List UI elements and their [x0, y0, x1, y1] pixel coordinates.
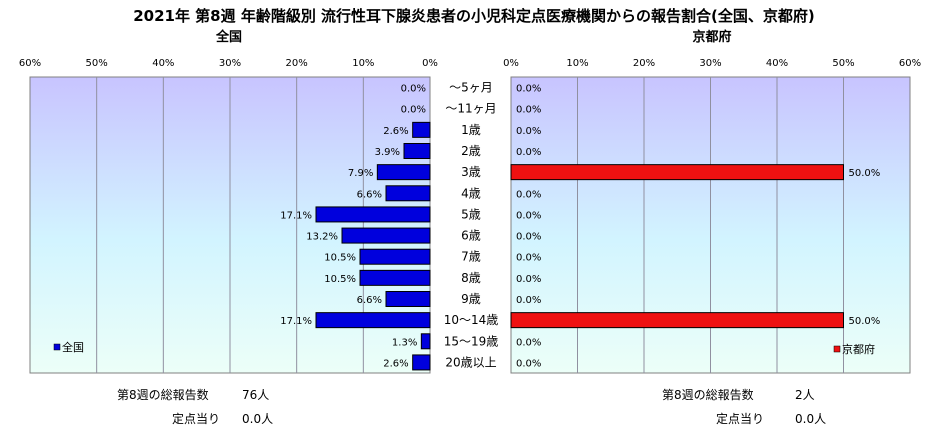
tick-label: 30% [219, 58, 241, 69]
tick-label: 60% [899, 58, 921, 69]
value-label: 7.9% [348, 168, 373, 179]
bar-national [385, 185, 431, 202]
value-label: 0.0% [516, 295, 541, 306]
value-label: 2.6% [383, 126, 408, 137]
national-per-site-value: 0.0人 [242, 412, 274, 426]
value-label: 2.6% [383, 358, 408, 369]
legend-label: 京都府 [842, 342, 875, 356]
category-label: 4歳 [461, 186, 481, 200]
bar-national [376, 164, 431, 181]
subtitle-national: 全国 [215, 29, 242, 45]
category-label: 7歳 [461, 250, 481, 264]
value-label: 1.3% [392, 337, 417, 348]
category-label: 6歳 [461, 229, 481, 243]
national-per-site-label: 定点当り [172, 412, 221, 426]
tick-label: 10% [352, 58, 374, 69]
value-label: 0.0% [516, 253, 541, 264]
value-label: 6.6% [357, 189, 382, 200]
value-label: 0.0% [516, 274, 541, 285]
value-label: 0.0% [516, 189, 541, 200]
tick-label: 50% [832, 58, 854, 69]
tick-label: 30% [699, 58, 721, 69]
category-label: 5歳 [461, 207, 481, 221]
bar-national [420, 333, 431, 350]
bar-national [315, 206, 431, 223]
category-label: 15～19歳 [444, 334, 499, 348]
category-label: 2歳 [461, 144, 481, 158]
bar-national [341, 227, 431, 244]
value-labels: 0.0% 0.0% 2.6% 3.9%7.9% 6.6% 17.1% 13.2% 10.5% 1… [280, 84, 880, 370]
bar-national [385, 291, 431, 307]
bar-national [403, 143, 431, 159]
value-label: 0.0% [516, 147, 541, 158]
chart-title: 2021年 第8週 年齢階級別 流行性耳下腺炎患者の小児科定点医療機関からの報告… [133, 7, 815, 25]
category-label: 1歳 [461, 123, 481, 137]
kyoto-total-label: 第8週の総報告数 [662, 388, 754, 402]
kyoto-per-site-label: 定点当り [716, 412, 765, 426]
value-label: 0.0% [516, 337, 541, 348]
value-label: 0.0% [516, 105, 541, 116]
tick-label: 40% [766, 58, 788, 69]
tick-label: 60% [19, 58, 41, 69]
legend: 全国 京都府 [53, 340, 875, 356]
value-label: 0.0% [401, 84, 426, 95]
tick-label: 40% [152, 58, 174, 69]
value-label: 10.5% [324, 253, 356, 264]
bar-kyoto [510, 312, 844, 329]
value-label: 10.5% [324, 274, 356, 285]
category-label: ～11ヶ月 [445, 102, 496, 116]
tick-layer: 60% 60% 50% 50% 40% 40% 30% 30% 20% 20% 10% 10% 0% 0% [19, 58, 921, 69]
legend-swatch [833, 345, 841, 353]
bar-layer [315, 121, 844, 371]
value-label: 50.0% [849, 168, 881, 179]
category-label: 8歳 [461, 271, 481, 285]
category-label: 10～14歳 [444, 313, 499, 327]
category-label: 3歳 [461, 165, 481, 179]
value-label: 50.0% [849, 316, 881, 327]
value-label: 17.1% [280, 316, 312, 327]
subtitle-kyoto: 京都府 [692, 29, 731, 45]
tick-label: 0% [503, 58, 519, 69]
category-label: ～5ヶ月 [449, 81, 493, 95]
value-label: 0.0% [516, 232, 541, 243]
value-label: 3.9% [375, 147, 400, 158]
category-label: 9歳 [461, 292, 481, 306]
tick-label: 50% [86, 58, 108, 69]
national-total-value: 76人 [242, 388, 270, 402]
bar-national [412, 121, 431, 138]
value-label: 0.0% [401, 105, 426, 116]
national-total-label: 第8週の総報告数 [117, 388, 209, 402]
value-label: 0.0% [516, 358, 541, 369]
value-label: 0.0% [516, 126, 541, 137]
value-label: 13.2% [306, 232, 338, 243]
category-labels: ～5ヶ月 ～11ヶ月 1歳 2歳 3歳 4歳 5歳 6歳 7歳 8歳 9歳 10～14歳 15～19歳 2… [444, 81, 499, 370]
value-label: 17.1% [280, 210, 312, 221]
kyoto-per-site-value: 0.0人 [795, 412, 827, 426]
tick-label: 0% [422, 58, 438, 69]
bar-kyoto [510, 164, 844, 181]
legend-swatch [53, 343, 61, 351]
bar-national [359, 248, 431, 265]
bar-national [315, 312, 431, 329]
tick-label: 10% [566, 58, 588, 69]
bar-national [359, 269, 431, 286]
bar-national [412, 354, 431, 371]
legend-label: 全国 [62, 340, 84, 354]
category-label: 20歳以上 [445, 355, 496, 369]
tick-label: 20% [286, 58, 308, 69]
value-label: 0.0% [516, 210, 541, 221]
kyoto-total-value: 2人 [795, 388, 815, 402]
tick-label: 20% [633, 58, 655, 69]
value-label: 6.6% [357, 295, 382, 306]
value-label: 0.0% [516, 84, 541, 95]
